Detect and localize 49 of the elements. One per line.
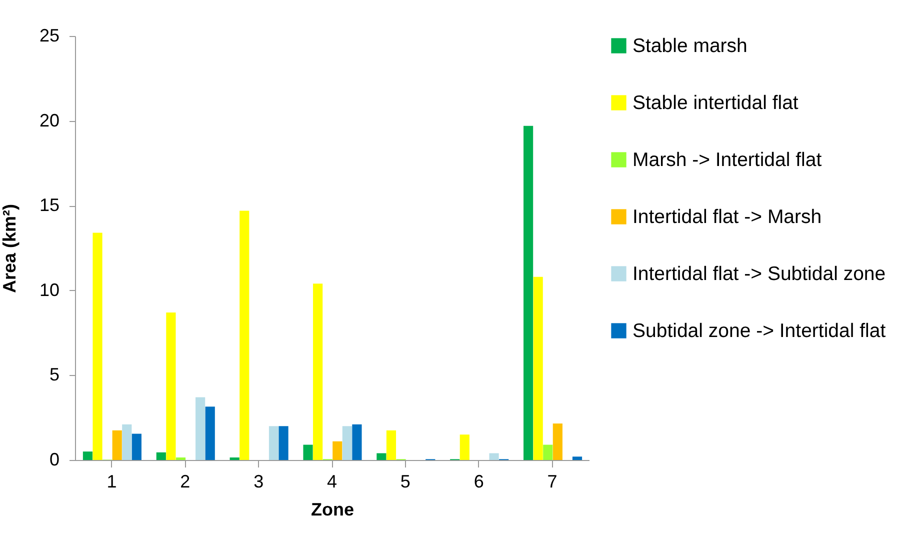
bar [112, 430, 122, 460]
bar [132, 434, 142, 460]
bar [278, 426, 288, 460]
x-tick-label: 6 [474, 472, 484, 492]
x-tick-label: 3 [254, 472, 264, 492]
x-tick-label: 1 [106, 472, 117, 492]
legend-label: Stable marsh [632, 34, 748, 57]
y-axis-title: Area (km²) [0, 204, 20, 294]
bar [268, 426, 279, 460]
bar [552, 424, 562, 460]
bar [352, 424, 362, 460]
legend-label: Stable intertidal flat [632, 92, 799, 114]
legend-label: Subtidal zone -> Intertidal flat [632, 320, 886, 342]
bar [82, 452, 93, 460]
bar [196, 397, 206, 460]
bar [205, 406, 215, 460]
x-tick-label: 5 [400, 472, 410, 492]
y-tick-label: 25 [39, 26, 60, 46]
x-tick-label: 2 [180, 472, 190, 492]
bar [543, 444, 553, 460]
bar [156, 452, 166, 460]
y-tick-label: 0 [49, 450, 60, 470]
bar [376, 453, 386, 460]
bar [240, 210, 250, 460]
x-tick-label: 7 [547, 472, 558, 492]
bar [386, 430, 396, 460]
bar [230, 457, 240, 460]
y-tick-label: 20 [39, 110, 60, 130]
legend-label: Intertidal flat -> Marsh [632, 206, 822, 228]
bar [313, 284, 323, 460]
bar [92, 232, 102, 460]
bar [303, 444, 313, 460]
y-tick-label: 15 [39, 195, 60, 216]
x-tick-label: 4 [326, 472, 338, 492]
bar [533, 276, 543, 460]
bar [176, 457, 186, 460]
bar [489, 453, 499, 460]
bar [524, 126, 534, 460]
bar [572, 456, 582, 460]
bar [166, 312, 176, 460]
y-tick-label: 5 [49, 364, 60, 385]
y-tick-label: 10 [39, 280, 60, 300]
legend-label: Marsh -> Intertidal flat [632, 148, 822, 171]
bar [342, 426, 352, 460]
x-axis-title: Zone [311, 500, 354, 520]
bar [460, 434, 470, 460]
legend-label: Intertidal flat -> Subtidal zone [632, 262, 886, 285]
bar [332, 441, 342, 460]
bar [122, 424, 132, 460]
